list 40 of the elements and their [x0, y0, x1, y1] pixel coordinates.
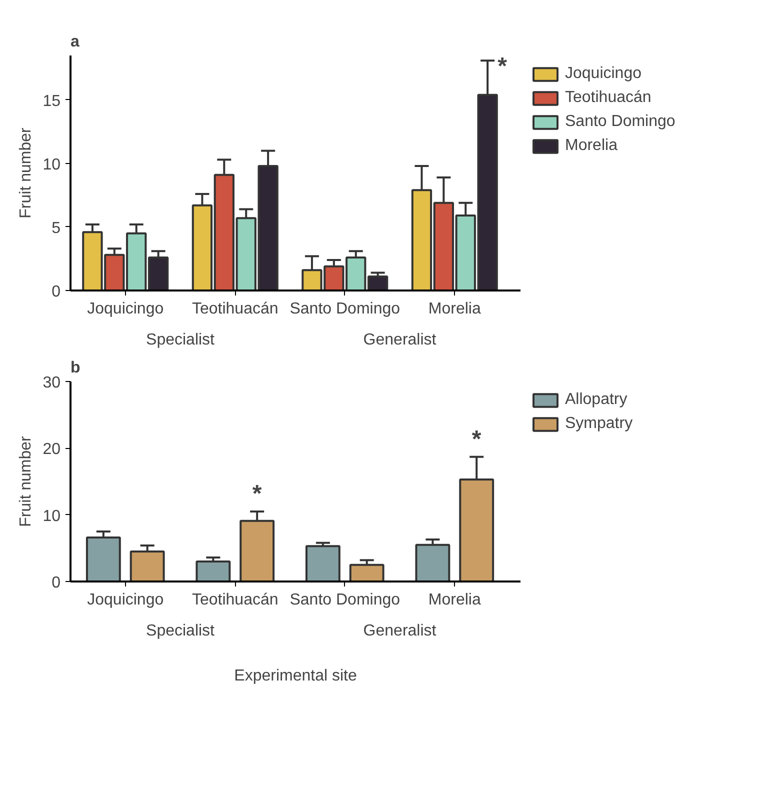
x-axis-title: Experimental site: [234, 668, 357, 684]
annotation: *: [472, 426, 482, 453]
bar: [349, 564, 384, 582]
bar: [415, 544, 450, 582]
legend-label: Sympatry: [565, 415, 633, 433]
legend-label: Morelia: [565, 137, 618, 155]
x-tick-label: Joquicingo: [87, 300, 164, 318]
x-tick-label: Morelia: [428, 592, 481, 608]
y-tick-label: 5: [52, 220, 61, 237]
bar: [305, 545, 340, 582]
bar: [86, 536, 121, 582]
y-axis-title: Fruit number: [18, 126, 35, 218]
y-tick-label: 30: [42, 374, 61, 392]
legend-label: Allopatry: [565, 391, 628, 409]
bar: [196, 560, 231, 582]
legend-label: Teotihuacán: [565, 89, 652, 107]
chart-title: b: [70, 360, 80, 376]
y-tick-label: 0: [52, 284, 61, 300]
x-tick-label: Santo Domingo: [290, 592, 400, 608]
x-tick-label: Morelia: [428, 300, 481, 318]
x-tick-label: Teotihuacán: [192, 300, 278, 318]
x-tick-label: Joquicingo: [87, 592, 164, 608]
x-tick-label: Santo Domingo: [290, 300, 400, 318]
text: Generalist: [363, 332, 437, 348]
chart-title: a: [70, 34, 80, 50]
text: Generalist: [363, 622, 437, 640]
y-tick-label: 20: [42, 441, 61, 458]
annotation: *: [252, 480, 262, 508]
text: Specialist: [146, 332, 216, 348]
y-tick-label: 10: [42, 156, 61, 174]
bar: [130, 550, 165, 582]
y-tick-label: 10: [42, 508, 61, 525]
y-tick-label: 15: [42, 92, 61, 110]
x-tick-label: Teotihuacán: [192, 592, 278, 608]
legend-label: Santo Domingo: [565, 113, 676, 131]
text: Specialist: [146, 622, 216, 640]
y-axis-title: Fruit number: [18, 435, 35, 527]
annotation: *: [498, 53, 508, 80]
legend-label: Joquicingo: [565, 65, 642, 83]
y-tick-label: 0: [52, 574, 61, 592]
